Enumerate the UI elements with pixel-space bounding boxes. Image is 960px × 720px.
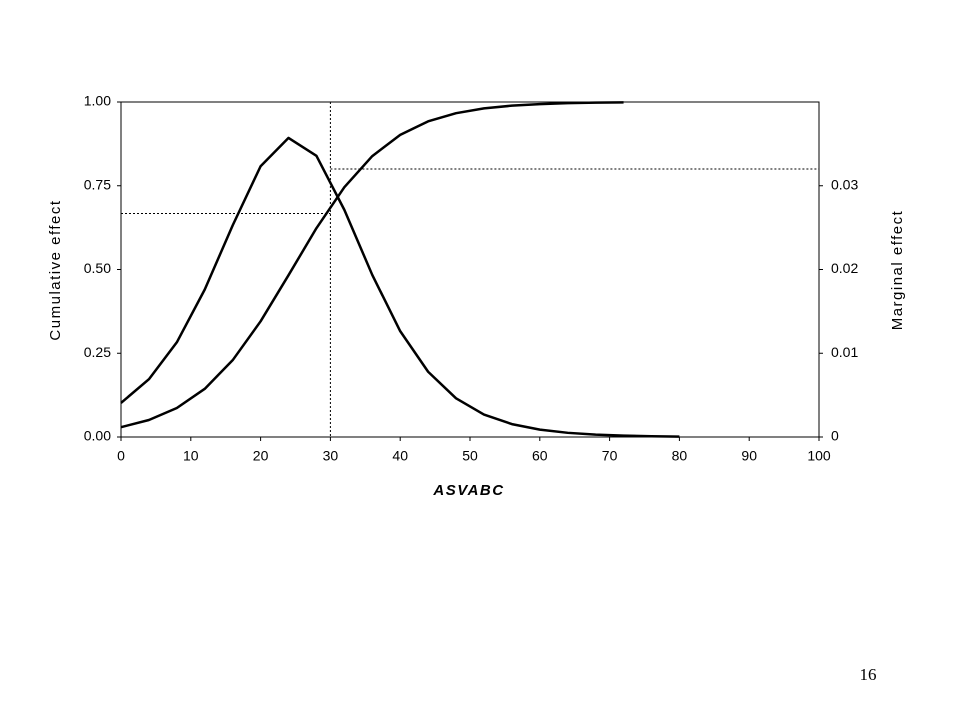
y-tick-label: 0.50	[84, 260, 111, 276]
x-tick-label: 90	[741, 448, 757, 464]
x-tick-label: 30	[323, 448, 339, 464]
x-tick-label: 20	[253, 448, 269, 464]
x-tick-label: 70	[602, 448, 618, 464]
x-tick-label: 40	[392, 448, 408, 464]
x-tick-label: 100	[807, 448, 831, 464]
data-line	[120, 136, 680, 438]
y-tick-label: 1.00	[84, 93, 111, 109]
x-tick-label: 50	[462, 448, 478, 464]
x-axis-title: ASVABC	[432, 482, 504, 499]
y-tick-label: 0.00	[84, 428, 111, 444]
page-number: 16	[860, 665, 877, 684]
y2-axis-title: Marginal effect	[889, 210, 906, 331]
y2-tick-label: 0.03	[831, 176, 858, 192]
x-tick-label: 0	[117, 448, 125, 464]
x-tick-label: 60	[532, 448, 548, 464]
plot-frame	[120, 101, 820, 438]
y-tick-label: 0.75	[84, 176, 111, 192]
y2-tick-label: 0.01	[831, 344, 858, 360]
y2-tick-label: 0	[831, 428, 839, 444]
y-axis-title: Cumulative effect	[47, 199, 64, 340]
x-tick-label: 80	[672, 448, 688, 464]
y-tick-label: 0.25	[84, 344, 111, 360]
y2-tick-label: 0.02	[831, 260, 858, 276]
data-line	[120, 101, 624, 429]
x-tick-label: 10	[183, 448, 199, 464]
